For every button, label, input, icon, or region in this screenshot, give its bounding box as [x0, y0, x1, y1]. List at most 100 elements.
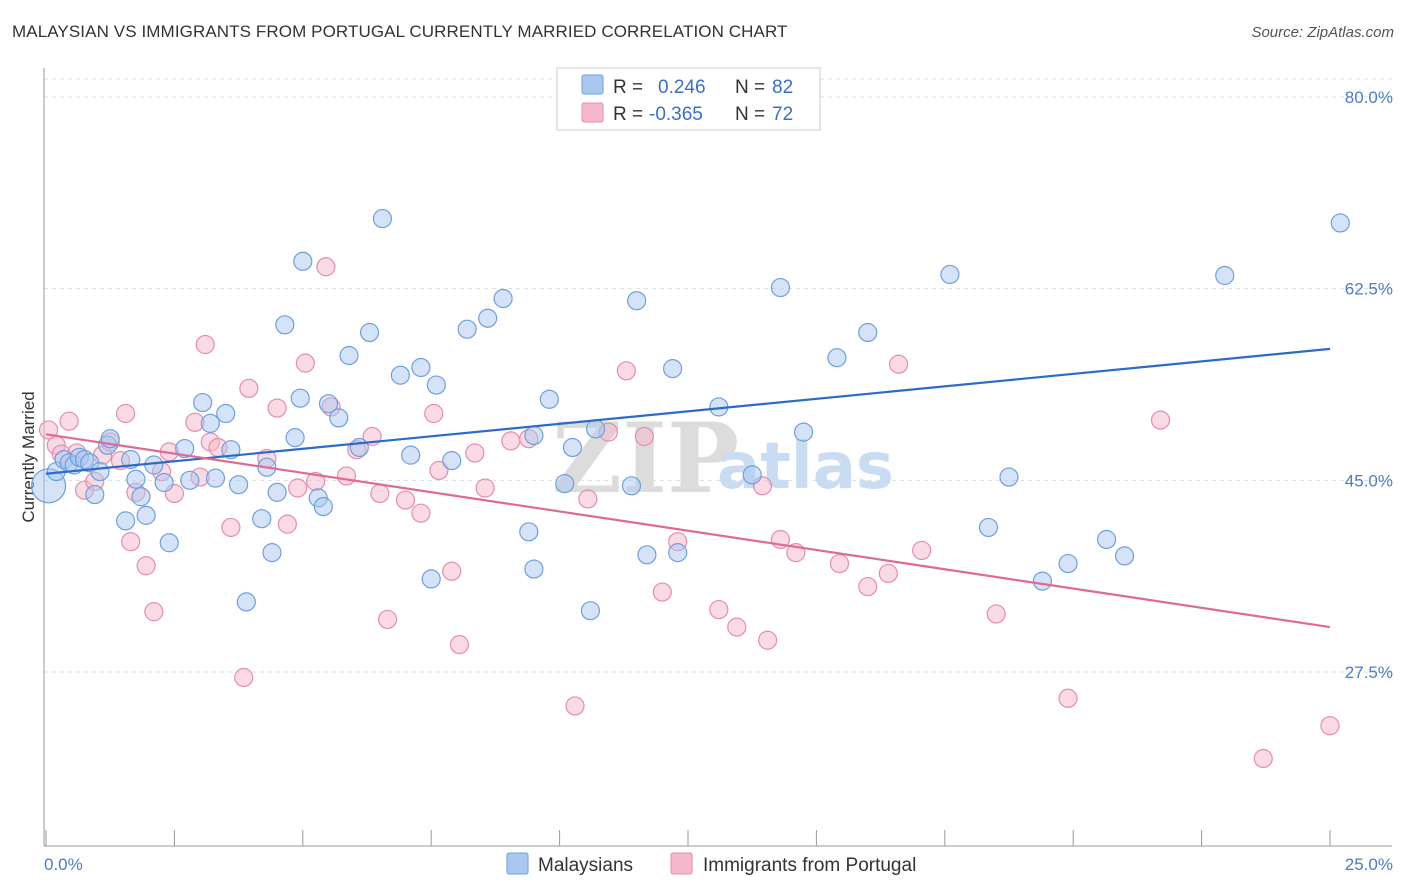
- portugal-point: [116, 403, 136, 424]
- portugal-point: [634, 426, 654, 447]
- legend-n-label: N =: [735, 104, 765, 125]
- malaysian-point: [116, 511, 136, 531]
- portugal-point: [370, 483, 390, 504]
- chart-title: MALAYSIAN VS IMMIGRANTS FROM PORTUGAL CU…: [12, 22, 788, 41]
- portugal-point: [727, 617, 747, 637]
- trend-line-portugal: [45, 433, 1331, 629]
- malaysian-point: [144, 455, 164, 475]
- bottom-legend-portugal: Immigrants from Portugal: [703, 855, 916, 876]
- malaysian-point: [290, 388, 310, 408]
- malaysian-point: [205, 468, 226, 488]
- portugal-point: [888, 354, 909, 374]
- malaysian-point: [329, 408, 349, 428]
- portugal-point: [475, 478, 495, 498]
- malaysian-point: [359, 322, 380, 343]
- portugal-point: [239, 378, 259, 398]
- y-tick-label: 62.5%: [1345, 280, 1393, 299]
- malaysian-point: [627, 291, 647, 311]
- malaysian-point: [136, 505, 156, 525]
- malaysian-point: [159, 533, 179, 553]
- portugal-point: [295, 353, 315, 373]
- portugal-point: [1150, 410, 1171, 430]
- portugal-point: [121, 532, 141, 552]
- legend-n-value: 72: [772, 104, 793, 125]
- malaysian-point: [200, 413, 220, 433]
- bottom-legend: Malaysians Immigrants from Portugal: [506, 852, 916, 876]
- malaysian-point: [401, 445, 421, 465]
- portugal-point: [377, 609, 398, 630]
- malaysian-point: [339, 345, 359, 366]
- malaysian-point: [126, 469, 146, 489]
- portugal-point: [501, 431, 521, 451]
- legend-swatch-blue: [581, 74, 604, 95]
- legend-r-value: 0.246: [658, 77, 706, 98]
- malaysian-point: [236, 592, 256, 612]
- portugal-point: [986, 604, 1006, 624]
- malaysian-point: [293, 251, 313, 271]
- malaysian-point: [193, 392, 213, 413]
- portugal-point: [316, 257, 336, 277]
- bottom-legend-malaysians: Malaysians: [538, 855, 633, 876]
- bottom-legend-swatch-portugal: [670, 852, 693, 875]
- malaysian-point: [229, 475, 249, 495]
- malaysian-point: [1058, 553, 1078, 574]
- malaysian-point: [562, 437, 583, 458]
- malaysian-point: [349, 437, 369, 458]
- malaysian-point: [585, 419, 606, 439]
- malaysian-point: [85, 484, 105, 505]
- portugal-point: [616, 361, 636, 381]
- malaysian-point: [442, 451, 462, 471]
- malaysian-point: [457, 319, 477, 339]
- source-label: Source: ZipAtlas.com: [1251, 24, 1394, 41]
- portugal-point: [442, 561, 462, 581]
- malaysian-point: [539, 389, 559, 409]
- malaysian-point: [411, 357, 431, 378]
- malaysian-point: [275, 315, 295, 335]
- x-tick-label-min: 0.0%: [44, 855, 83, 874]
- portugal-point: [578, 489, 598, 509]
- legend-n-value: 82: [772, 77, 793, 98]
- malaysian-point: [262, 543, 282, 563]
- malaysian-point: [580, 601, 601, 621]
- malaysian-point: [742, 465, 762, 485]
- malaysian-point: [555, 474, 575, 494]
- portugal-point: [429, 460, 449, 481]
- malaysian-point: [978, 517, 999, 538]
- malaysian-point: [1032, 571, 1052, 591]
- malaysian-point: [524, 425, 544, 446]
- malaysian-point: [478, 308, 498, 328]
- malaysian-point: [940, 264, 960, 285]
- portugal-point: [709, 599, 729, 620]
- malaysian-point: [267, 482, 287, 502]
- portugal-point: [565, 696, 585, 716]
- legend-r-label: R =: [613, 104, 643, 125]
- malaysian-point: [1215, 265, 1235, 286]
- portugal-point: [288, 478, 308, 498]
- malaysian-point: [252, 509, 272, 529]
- malaysian-point: [372, 208, 393, 229]
- portugal-point: [395, 490, 416, 510]
- trend-lines: [45, 347, 1331, 629]
- malaysian-point: [621, 476, 642, 496]
- portugal-point: [652, 582, 672, 602]
- portugal-point: [1253, 748, 1273, 769]
- malaysian-point: [90, 461, 110, 482]
- portugal-point: [195, 334, 215, 355]
- portugal-point: [758, 630, 778, 650]
- legend-r-value: -0.365: [649, 104, 703, 125]
- malaysian-point: [1114, 546, 1135, 566]
- portugal-point: [59, 411, 79, 431]
- malaysian-point: [390, 365, 410, 385]
- portugal-point: [221, 517, 241, 538]
- portugal-point: [136, 556, 156, 576]
- portugal-point: [858, 576, 878, 597]
- malaysian-point: [426, 375, 446, 395]
- series-immigrants-from-portugal: [38, 257, 1340, 769]
- portugal-point: [411, 503, 431, 523]
- gridlines: [44, 78, 1392, 673]
- malaysian-point: [313, 497, 333, 517]
- portugal-point: [424, 403, 444, 424]
- malaysian-point: [1330, 213, 1350, 233]
- malaysian-point: [318, 394, 339, 414]
- legend-n-label: N =: [735, 77, 765, 98]
